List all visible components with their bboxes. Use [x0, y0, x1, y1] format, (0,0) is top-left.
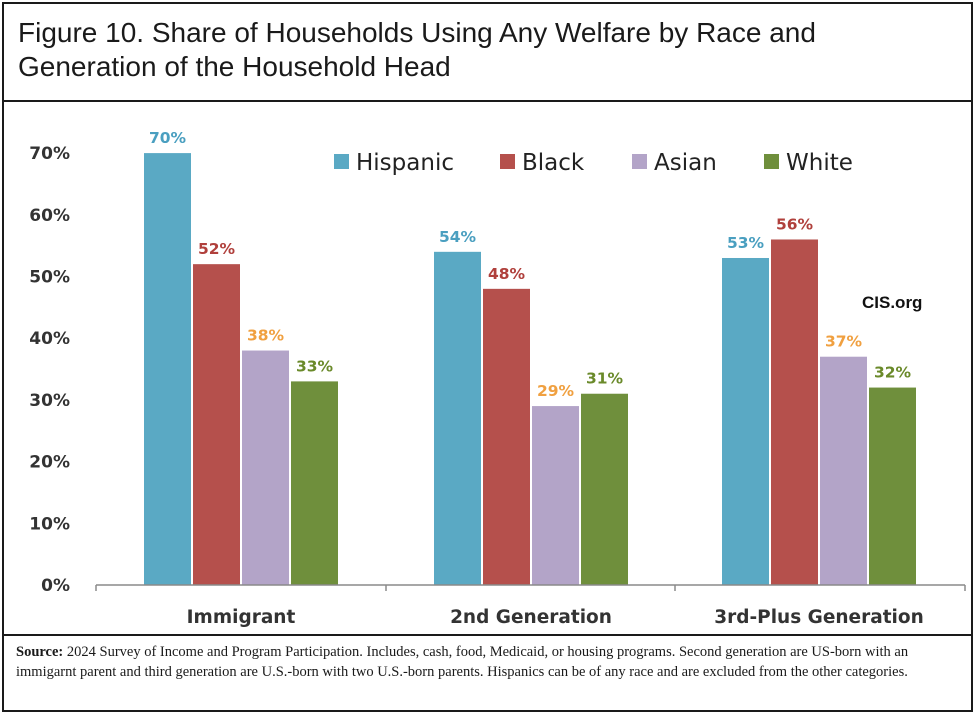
legend-label: White — [786, 150, 853, 176]
bar-hispanic — [434, 251, 481, 585]
data-label: 48% — [488, 265, 526, 283]
bar-asian — [820, 356, 867, 585]
y-tick-label: 60% — [29, 206, 70, 226]
source-label: Source: — [16, 644, 64, 660]
y-tick-label: 70% — [29, 144, 70, 164]
data-label: 37% — [825, 333, 863, 351]
legend-label: Hispanic — [356, 150, 454, 176]
category-label: 2nd Generation — [450, 607, 612, 628]
data-label: 29% — [537, 382, 575, 400]
bar-black — [193, 264, 240, 585]
category-label: 3rd-Plus Generation — [714, 607, 924, 628]
bar-hispanic — [144, 153, 191, 585]
y-axis: 0% 10% 20% 30% 40% 50% 60% 70% — [29, 144, 70, 596]
source-text: 2024 Survey of Income and Program Partic… — [16, 644, 909, 680]
chart-title: Figure 10. Share of Households Using Any… — [18, 17, 816, 82]
bar-hispanic — [722, 257, 769, 585]
bar-black — [771, 239, 818, 586]
legend-item-hispanic: Hispanic — [334, 150, 454, 176]
x-axis: Immigrant 2nd Generation 3rd-Plus Generati… — [95, 584, 966, 628]
bar-white — [581, 393, 628, 585]
data-label: 56% — [776, 215, 814, 233]
title-divider — [4, 100, 971, 102]
data-label: 52% — [198, 240, 236, 258]
data-label: 54% — [439, 228, 477, 246]
data-label: 32% — [874, 364, 912, 382]
bar-labels: 70% 52% 38% 33% 54% 48% 29% 31% 53% 56% 37% 32% — [149, 129, 912, 400]
bar-black — [483, 288, 530, 585]
cis-watermark: CIS.org — [862, 293, 922, 312]
y-tick-label: 0% — [41, 576, 70, 596]
legend-item-white: White — [764, 150, 853, 176]
bar-asian — [242, 350, 289, 585]
bar-asian — [532, 406, 579, 585]
data-label: 53% — [727, 234, 765, 252]
bars — [144, 153, 916, 586]
data-label: 70% — [149, 129, 187, 147]
bar-white — [869, 387, 916, 585]
footer-divider — [4, 634, 971, 636]
data-label: 33% — [296, 357, 334, 375]
legend-label: Asian — [654, 150, 717, 176]
bar-white — [291, 381, 338, 585]
y-tick-label: 50% — [29, 268, 70, 288]
category-label: Immigrant — [187, 607, 296, 628]
y-tick-label: 10% — [29, 514, 70, 534]
legend-swatch — [500, 154, 515, 169]
legend-swatch — [632, 154, 647, 169]
data-label: 38% — [247, 327, 285, 345]
y-tick-label: 20% — [29, 453, 70, 473]
y-tick-label: 30% — [29, 391, 70, 411]
legend-item-black: Black — [500, 150, 585, 176]
y-tick-label: 40% — [29, 329, 70, 349]
legend-label: Black — [522, 150, 585, 176]
legend-swatch — [334, 154, 349, 169]
legend: Hispanic Black Asian White — [334, 150, 853, 176]
source-note: Source: 2024 Survey of Income and Progra… — [16, 642, 956, 682]
data-label: 31% — [586, 370, 624, 388]
legend-item-asian: Asian — [632, 150, 717, 176]
legend-swatch — [764, 154, 779, 169]
bar-chart: 0% 10% 20% 30% 40% 50% 60% 70% 70% 52% 38% 33% 54% 4… — [29, 129, 966, 628]
